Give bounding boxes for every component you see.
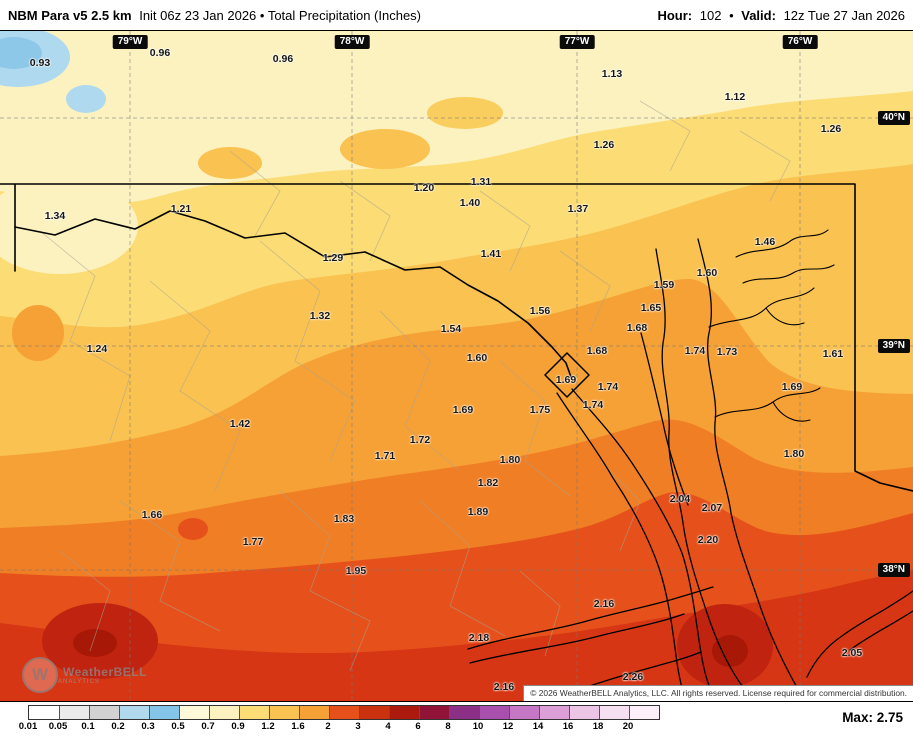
colorbar-segment xyxy=(599,706,629,719)
weatherbell-logo-icon: W xyxy=(22,657,58,693)
colorbar-tick-label: 3 xyxy=(355,721,361,732)
colorbar-segment xyxy=(419,706,449,719)
colorbar-segment xyxy=(329,706,359,719)
colorbar-segment xyxy=(179,706,209,719)
colorbar-segment xyxy=(569,706,599,719)
header-bar: NBM Para v5 2.5 km Init 06z 23 Jan 2026 … xyxy=(0,0,913,30)
colorbar-tick-label: 4 xyxy=(385,721,391,732)
colorbar-segment xyxy=(89,706,119,719)
colorbar-tick-label: 0.01 xyxy=(18,721,38,732)
longitude-label: 79°W xyxy=(112,35,148,49)
latitude-label: 38°N xyxy=(877,563,910,577)
colorbar-segment xyxy=(119,706,149,719)
map-title: NBM Para v5 2.5 km Init 06z 23 Jan 2026 … xyxy=(8,8,425,23)
colorbar-segment xyxy=(509,706,539,719)
hour-value: 102 xyxy=(699,7,722,23)
colorbar-tick-label: 0.9 xyxy=(231,721,245,732)
colorbar xyxy=(28,705,660,720)
colorbar-tick-label: 14 xyxy=(532,721,544,732)
graticule xyxy=(0,31,913,701)
model-name: NBM Para v5 2.5 km xyxy=(8,7,132,23)
max-label: Max: xyxy=(842,710,873,725)
colorbar-tick-label: 2 xyxy=(325,721,331,732)
colorbar-tick-label: 16 xyxy=(562,721,574,732)
colorbar-segment xyxy=(239,706,269,719)
colorbar-tick-label: 10 xyxy=(472,721,484,732)
county-lines xyxy=(39,100,791,672)
latitude-label: 39°N xyxy=(877,339,910,353)
colorbar-tick-label: 0.05 xyxy=(48,721,68,732)
colorbar-segment xyxy=(59,706,89,719)
max-value-readout: Max: 2.75 xyxy=(842,710,903,725)
longitude-label: 78°W xyxy=(334,35,370,49)
colorbar-segment xyxy=(149,706,179,719)
colorbar-segment xyxy=(539,706,569,719)
max-value: 2.75 xyxy=(876,710,903,725)
colorbar-segment xyxy=(269,706,299,719)
colorbar-tick-label: 1.6 xyxy=(291,721,305,732)
map-graphic xyxy=(0,31,913,701)
valid-time-info: Hour: 102 • Valid: 12z Tue 27 Jan 2026 xyxy=(653,8,905,23)
watermark-subtext: ANALYTICS xyxy=(58,679,100,685)
model-run-info: Init 06z 23 Jan 2026 • Total Precipitati… xyxy=(139,7,422,23)
latitude-label: 40°N xyxy=(877,111,910,125)
valid-value: 12z Tue 27 Jan 2026 xyxy=(783,7,905,23)
copyright-notice: © 2026 WeatherBELL Analytics, LLC. All r… xyxy=(523,685,913,701)
colorbar-ticks: 0.01 0.05 0.1 0.2 0.3 0.5 0.7 0.9 1.2 1.6 2 3 4 6 8 10 1… xyxy=(19,721,688,733)
colorbar-tick-label: 0.1 xyxy=(81,721,95,732)
longitude-label: 77°W xyxy=(559,35,595,49)
colorbar-segment xyxy=(29,706,59,719)
bay-tributaries xyxy=(708,229,835,422)
weatherbell-watermark: W WeatherBELL ANALYTICS xyxy=(22,657,147,693)
map-canvas: 0.93 0.96 0.96 1.13 1.12 1.26 1.26 1.31 1.20 1.40… xyxy=(0,30,913,702)
colorbar-tick-label: 18 xyxy=(592,721,604,732)
valid-label: Valid: xyxy=(741,7,776,23)
colorbar-tick-label: 0.5 xyxy=(171,721,185,732)
colorbar-tick-label: 1.2 xyxy=(261,721,275,732)
colorbar-tick-label: 0.2 xyxy=(111,721,125,732)
colorbar-segment xyxy=(629,706,659,719)
colorbar-tick-label: 0.3 xyxy=(141,721,155,732)
colorbar-tick-label: 12 xyxy=(502,721,514,732)
colorbar-tick-label: 0.7 xyxy=(201,721,215,732)
colorbar-segment xyxy=(299,706,329,719)
watermark-text: WeatherBELL xyxy=(63,665,147,679)
colorbar-tick-label: 6 xyxy=(415,721,421,732)
colorbar-tick-label: 8 xyxy=(445,721,451,732)
legend-footer: 0.01 0.05 0.1 0.2 0.3 0.5 0.7 0.9 1.2 1.6 2 3 4 6 8 10 1… xyxy=(0,702,913,750)
separator-dot: • xyxy=(729,7,734,23)
longitude-label: 76°W xyxy=(782,35,818,49)
colorbar-segment xyxy=(389,706,419,719)
hour-label: Hour: xyxy=(657,7,693,23)
colorbar-segment xyxy=(359,706,389,719)
colorbar-segment xyxy=(449,706,479,719)
colorbar-segment xyxy=(209,706,239,719)
colorbar-tick-label: 20 xyxy=(622,721,634,732)
state-borders xyxy=(0,183,913,492)
colorbar-segment xyxy=(479,706,509,719)
